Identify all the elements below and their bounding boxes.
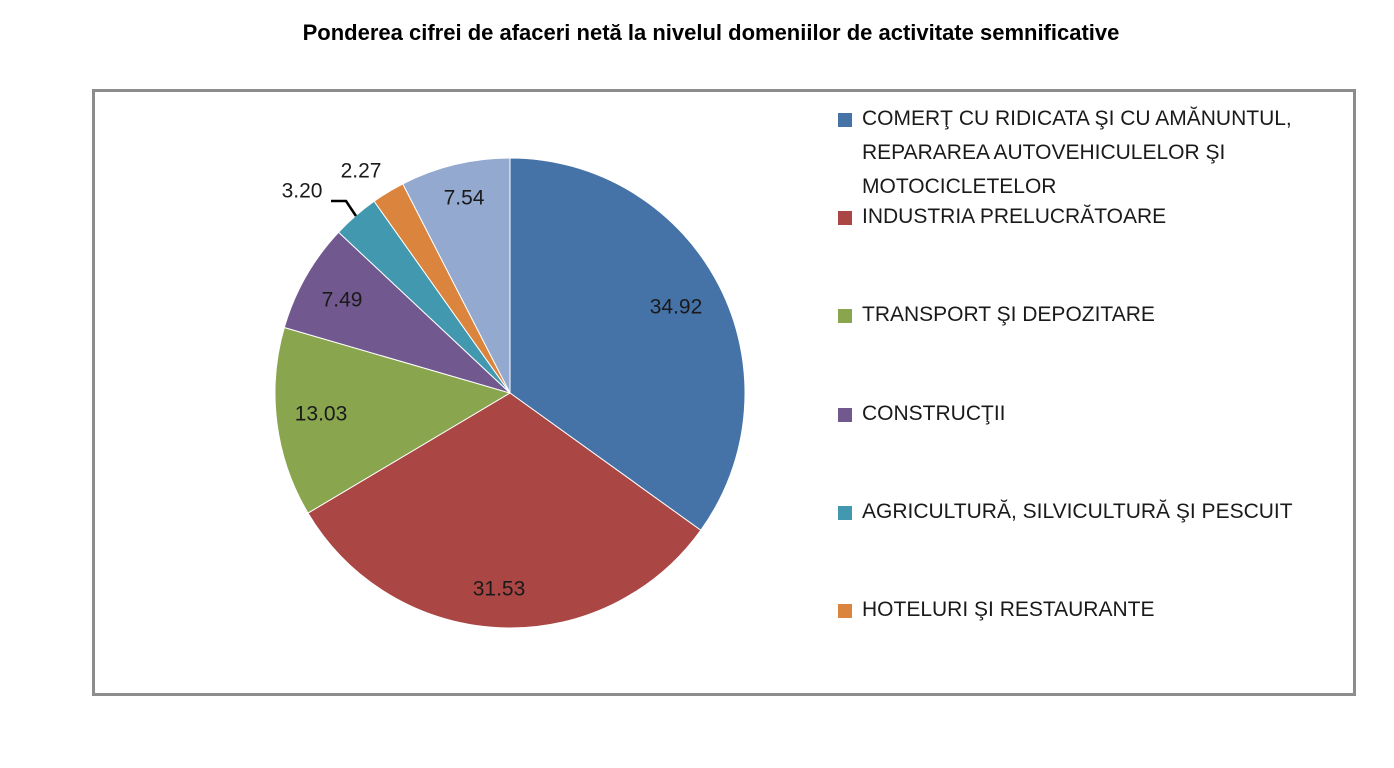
legend-swatch-icon [838, 408, 852, 422]
data-label-leader-line [331, 199, 358, 217]
pie-slice [307, 392, 702, 629]
data-label: 31.53 [473, 578, 526, 601]
legend-label: HOTELURI ŞI RESTAURANTE [862, 598, 1155, 621]
pie-slice [283, 231, 511, 394]
legend-label: CONSTRUCŢII [862, 402, 1006, 425]
legend-swatch-icon [838, 211, 852, 225]
chart-title: Ponderea cifrei de afaceri netă la nivel… [302, 20, 1120, 45]
data-label: 34.92 [650, 296, 703, 319]
data-label: 3.20 [282, 180, 323, 203]
legend-label: COMERŢ CU RIDICATA ŞI CU AMĂNUNTUL, REPA… [862, 107, 1292, 198]
legend-swatch-icon [838, 506, 852, 520]
pie-slice [274, 326, 512, 514]
chart-area [92, 89, 1356, 696]
legend-label: INDUSTRIA PRELUCRĂTOARE [862, 205, 1167, 228]
data-label: 13.03 [295, 403, 348, 426]
pie-slice [509, 157, 746, 531]
legend-swatch-icon [838, 604, 852, 618]
data-label: 7.54 [444, 187, 485, 210]
legend-swatch-icon [838, 309, 852, 323]
data-label: 2.27 [341, 160, 382, 183]
legend-label: TRANSPORT ŞI DEPOZITARE [862, 303, 1155, 326]
legend-swatch-icon [838, 113, 852, 127]
pie-slice [402, 157, 511, 394]
legend-label: AGRICULTURĂ, SILVICULTURĂ ŞI PESCUIT [862, 500, 1293, 523]
data-label: 7.49 [322, 289, 363, 312]
